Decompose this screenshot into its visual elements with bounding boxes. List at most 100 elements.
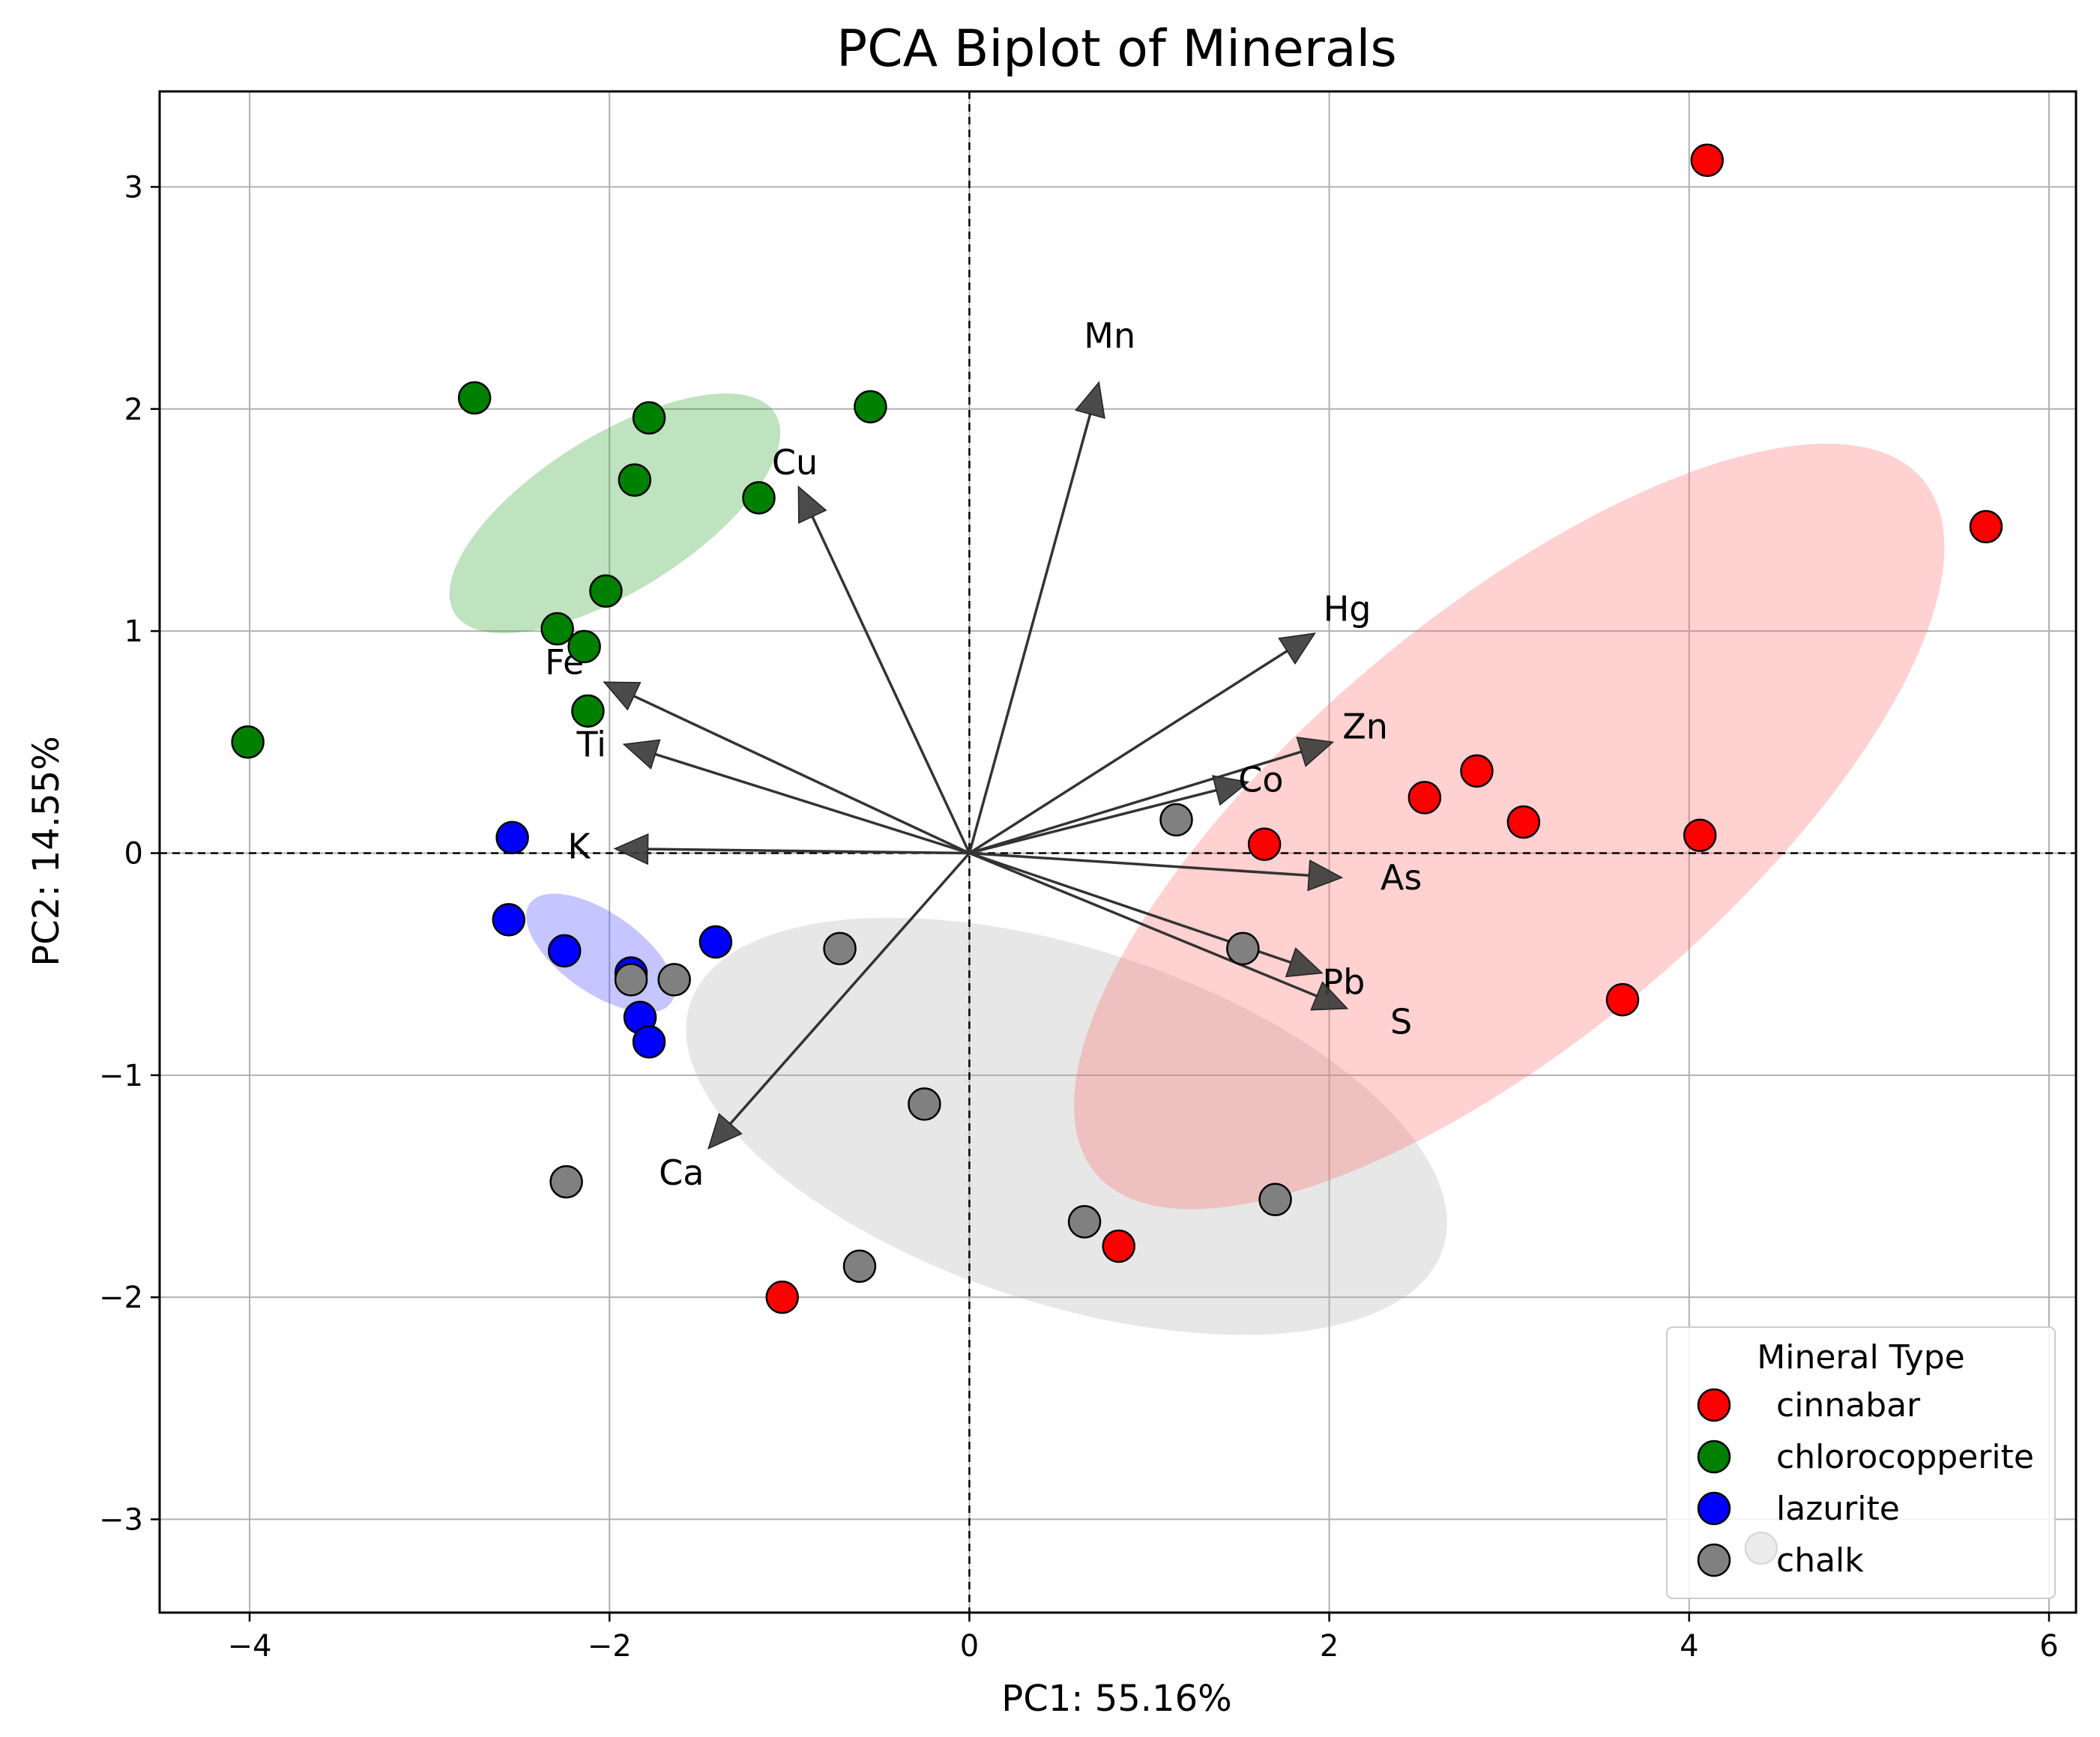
x-tick-label: −4 — [228, 1629, 272, 1664]
point-lazurite — [699, 925, 733, 959]
loading-label-mn: Mn — [1084, 315, 1135, 356]
ellipse-lazurite — [525, 893, 675, 1013]
loading-arrow-hg — [968, 632, 1316, 854]
legend-label-cinnabar: cinnabar — [1776, 1386, 1921, 1425]
point-chalk — [549, 1164, 583, 1199]
x-tick-label: 6 — [2039, 1629, 2058, 1664]
y-tick-label: 3 — [124, 170, 143, 205]
loading-arrow-cu — [797, 485, 971, 854]
legend: Mineral Type cinnabar chlorocopperite lazu… — [1666, 1326, 2056, 1599]
point-chalk — [823, 931, 857, 966]
loading-arrow-s — [968, 851, 1349, 1011]
loading-arrow-ca — [707, 852, 971, 1150]
loading-arrow-head — [1285, 947, 1324, 978]
legend-marker-chalk — [1697, 1543, 1731, 1577]
point-chalk — [657, 963, 691, 997]
point-chalk — [1226, 931, 1260, 966]
point-cinnabar — [1407, 781, 1442, 815]
point-chalk — [1067, 1205, 1102, 1239]
loading-arrow-k — [613, 833, 970, 866]
loading-arrow-zn — [968, 737, 1335, 855]
point-chalk — [614, 963, 648, 997]
loading-arrow-head — [1278, 632, 1316, 665]
point-cinnabar — [765, 1280, 799, 1314]
point-cinnabar — [1247, 827, 1282, 861]
point-lazurite — [632, 1025, 666, 1059]
loading-arrow-shaft — [968, 788, 1217, 855]
loading-arrow-head — [1296, 737, 1335, 767]
ellipse-chlorocopperite — [449, 393, 781, 634]
y-tick-label: 0 — [124, 836, 143, 871]
loading-arrow-ti — [622, 739, 970, 855]
loading-arrow-shaft — [968, 650, 1288, 854]
point-chlorocopperite — [589, 574, 623, 608]
confidence-ellipses — [449, 393, 1945, 1335]
point-chlorocopperite — [457, 381, 492, 415]
loading-arrow-shaft — [811, 516, 971, 854]
x-tick-label: 2 — [1320, 1629, 1339, 1664]
point-cinnabar — [1969, 510, 2003, 544]
point-cinnabar — [1102, 1229, 1135, 1263]
loading-arrow-head — [1075, 381, 1105, 419]
loading-arrow-head — [603, 681, 642, 711]
point-chlorocopperite — [742, 481, 776, 515]
y-tick-label: −3 — [99, 1503, 143, 1538]
loading-arrow-shaft — [969, 851, 1309, 877]
point-chalk — [1258, 1182, 1292, 1217]
loading-arrow-head — [622, 739, 661, 770]
legend-label-lazurite: lazurite — [1776, 1490, 1900, 1528]
loading-arrow-shaft — [968, 414, 1092, 854]
point-chalk — [908, 1087, 941, 1121]
y-tick-label: −2 — [99, 1281, 143, 1315]
loading-arrow-shaft — [968, 750, 1302, 855]
point-lazurite — [495, 821, 529, 854]
loading-arrow-shaft — [654, 752, 970, 855]
loading-arrow-head — [1307, 860, 1344, 892]
point-cinnabar — [1460, 754, 1494, 788]
point-chlorocopperite — [231, 725, 265, 759]
y-tick-label: 2 — [124, 393, 143, 427]
legend-marker-lazurite — [1697, 1491, 1731, 1526]
loading-label-k: K — [567, 827, 591, 867]
x-tick-label: −2 — [588, 1629, 632, 1664]
point-cinnabar — [1683, 818, 1717, 853]
point-cinnabar — [1690, 143, 1725, 178]
loading-arrow-as — [969, 851, 1344, 892]
point-chlorocopperite — [618, 463, 652, 497]
legend-entries: cinnabar chlorocopperite lazurite chalk — [1697, 1386, 2034, 1580]
legend-box — [1666, 1326, 2056, 1599]
legend-label-chalk: chalk — [1776, 1541, 1864, 1580]
loading-arrow-shaft — [968, 851, 1318, 997]
scatter-points — [231, 143, 2003, 1565]
loading-label-as: As — [1381, 857, 1422, 898]
loading-label-zn: Zn — [1342, 707, 1388, 747]
loading-arrow-head — [613, 833, 649, 866]
loading-label-s: S — [1390, 1002, 1412, 1042]
point-cinnabar — [1605, 982, 1640, 1017]
ellipse-chalk — [686, 917, 1447, 1335]
legend-label-chlorocopperite: chlorocopperite — [1776, 1438, 2034, 1476]
loading-arrow-co — [968, 775, 1250, 855]
loading-label-ca: Ca — [659, 1153, 704, 1193]
loading-arrow-fe — [603, 681, 971, 855]
loading-arrow-shaft — [633, 695, 971, 855]
zero-reference-lines — [160, 91, 2076, 1613]
point-chalk — [842, 1249, 877, 1283]
y-tick-label: −1 — [99, 1059, 143, 1093]
x-tick-label: 4 — [1680, 1629, 1698, 1664]
legend-marker-cinnabar — [1697, 1388, 1731, 1422]
loading-arrow-head — [1211, 775, 1250, 806]
loading-arrow-head — [707, 1113, 743, 1150]
loading-arrow-shaft — [729, 852, 971, 1125]
point-chalk — [1159, 803, 1193, 837]
loading-arrow-shaft — [648, 848, 970, 855]
y-axis-title: PC2: 14.55% — [25, 736, 67, 966]
point-lazurite — [492, 903, 526, 937]
legend-marker-chlorocopperite — [1697, 1440, 1731, 1474]
loading-label-hg: Hg — [1324, 588, 1372, 629]
point-lazurite — [547, 934, 582, 968]
axis-ticks: −4 −2 0 2 4 6 −3 −2 −1 0 1 2 3 — [99, 170, 2059, 1664]
x-axis-title: PC1: 55.16% — [1001, 1678, 1231, 1720]
